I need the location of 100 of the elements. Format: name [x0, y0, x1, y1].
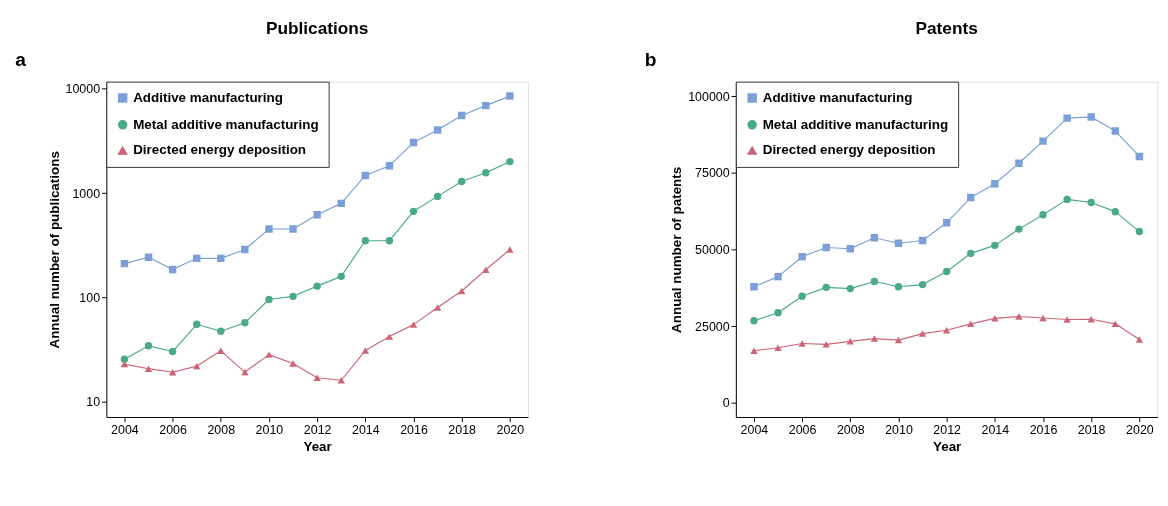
- point: [506, 246, 514, 253]
- x-tick-label: 2008: [207, 422, 236, 437]
- point: [1039, 211, 1047, 219]
- point: [144, 365, 153, 372]
- point: [894, 336, 903, 344]
- point: [168, 347, 177, 356]
- x-tick-label: 2010: [885, 422, 913, 437]
- point: [1111, 207, 1120, 216]
- point: [1039, 314, 1047, 322]
- x-tick-label: 2004: [111, 422, 139, 437]
- point: [265, 225, 273, 233]
- point: [774, 309, 782, 317]
- point: [942, 267, 951, 276]
- point: [1039, 137, 1047, 145]
- point: [433, 126, 442, 134]
- x-tick-label: 2004: [740, 422, 769, 437]
- point: [217, 347, 225, 355]
- point: [967, 249, 975, 258]
- point: [506, 92, 514, 100]
- legend-label: Metal additive manufacturing: [762, 116, 949, 132]
- x-tick-label: 2014: [981, 422, 1010, 437]
- point: [870, 335, 879, 342]
- point: [289, 292, 297, 301]
- point: [457, 177, 466, 186]
- point: [289, 360, 297, 367]
- point: [241, 368, 249, 376]
- point: [918, 330, 927, 337]
- x-tick-label: 2010: [255, 422, 284, 437]
- point: [894, 283, 903, 291]
- y-tick-label: 100: [79, 291, 101, 305]
- point: [750, 283, 758, 291]
- x-tick-label: 2014: [351, 422, 380, 437]
- point: [289, 225, 297, 233]
- point: [313, 374, 321, 382]
- x-axis-title: Year: [303, 439, 333, 455]
- x-tick-label: 2006: [159, 422, 187, 437]
- point: [798, 340, 806, 347]
- point: [1015, 159, 1023, 167]
- point: [385, 237, 394, 245]
- x-tick-label: 2016: [1029, 422, 1058, 437]
- point: [822, 341, 830, 348]
- point: [991, 180, 999, 188]
- point: [846, 338, 855, 345]
- y-tick-label: 0: [722, 396, 730, 411]
- point: [1135, 227, 1144, 236]
- point: [506, 157, 514, 166]
- legend-label: Additive manufacturing: [133, 89, 283, 105]
- x-tick-label: 2018: [448, 422, 477, 437]
- y-tick-label: 75000: [695, 166, 730, 181]
- point: [798, 292, 806, 300]
- point: [337, 272, 345, 281]
- point: [870, 277, 879, 286]
- point: [144, 342, 153, 350]
- point: [482, 168, 490, 177]
- point: [192, 320, 201, 329]
- y-tick-label: 10000: [65, 82, 101, 97]
- x-tick-label: 2020: [496, 422, 525, 437]
- point: [774, 344, 782, 351]
- legend-label: Directed energy deposition: [762, 142, 936, 158]
- point: [750, 347, 758, 355]
- point: [192, 362, 201, 370]
- y-axis-title: Annual number of publications: [46, 151, 62, 349]
- x-tick-label: 2020: [1126, 422, 1154, 437]
- chart-title: Publications: [265, 17, 369, 38]
- point: [822, 283, 830, 292]
- point: [482, 266, 490, 273]
- point: [217, 327, 225, 335]
- x-axis-title: Year: [932, 439, 963, 455]
- point: [1015, 313, 1023, 320]
- chart-title: Patents: [915, 17, 978, 38]
- point: [409, 207, 418, 216]
- point: [1063, 195, 1071, 204]
- point: [457, 287, 466, 295]
- point: [1087, 113, 1095, 121]
- point: [265, 295, 273, 304]
- point: [774, 272, 782, 281]
- point: [1111, 320, 1120, 328]
- point: [313, 211, 321, 219]
- legend-label: Metal additive manufacturing: [133, 116, 319, 132]
- point: [822, 243, 830, 252]
- text: a: [15, 49, 27, 71]
- y-tick-label: 10: [86, 395, 101, 410]
- y-tick-label: 50000: [695, 242, 730, 257]
- point: [846, 284, 855, 293]
- x-tick-label: 2008: [836, 422, 865, 437]
- y-tick-label: 1000: [72, 186, 101, 201]
- point: [918, 280, 927, 289]
- point: [991, 241, 999, 250]
- point: [967, 320, 975, 328]
- point: [385, 333, 394, 340]
- point: [168, 369, 177, 376]
- x-tick-label: 2012: [303, 422, 332, 437]
- point: [120, 355, 129, 363]
- point: [1111, 127, 1120, 135]
- y-tick-label: 25000: [695, 319, 730, 334]
- point: [361, 347, 370, 354]
- point: [1063, 114, 1071, 122]
- x-tick-label: 2006: [788, 422, 817, 437]
- point: [750, 317, 758, 325]
- point: [313, 282, 321, 290]
